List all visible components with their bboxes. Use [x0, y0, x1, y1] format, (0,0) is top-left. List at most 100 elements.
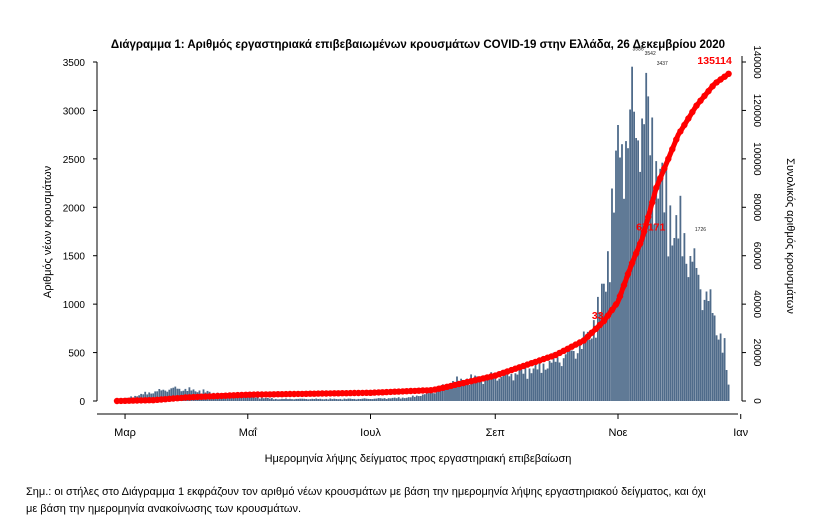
bar [379, 398, 382, 401]
bar [164, 390, 167, 401]
y-left-tick-label: 3500 [63, 58, 86, 69]
bar [434, 393, 436, 401]
bar [534, 364, 537, 401]
y-left-tick-label: 3000 [63, 106, 86, 117]
bar [532, 368, 535, 401]
bar [691, 261, 694, 401]
bar [393, 397, 396, 401]
bar [238, 395, 241, 401]
bar [478, 380, 481, 401]
bars-group [116, 66, 730, 402]
bar [315, 398, 318, 401]
bar [454, 384, 456, 401]
bar-value-label: 3542 [645, 51, 656, 57]
bar [697, 274, 700, 401]
bar [550, 362, 553, 401]
y-left-tick-label: 0 [79, 397, 85, 408]
bar [293, 399, 295, 401]
bar [665, 162, 668, 401]
bar [381, 398, 384, 401]
bar [540, 372, 543, 401]
cumulative-point [725, 70, 732, 78]
bar [623, 198, 625, 401]
bar [305, 399, 307, 401]
cumulative-point [628, 259, 636, 267]
bar [345, 399, 348, 401]
bar [524, 365, 527, 401]
bar [417, 396, 420, 401]
bar [653, 224, 656, 401]
bar [667, 256, 670, 401]
bar [174, 386, 177, 401]
bar [335, 399, 338, 401]
bar [425, 392, 428, 401]
bar [709, 289, 712, 401]
bar [512, 380, 515, 401]
bar [568, 347, 571, 401]
y-right-tick-label: 140000 [751, 45, 762, 79]
y-left-tick-label: 2500 [63, 155, 86, 166]
bar [554, 361, 557, 401]
bar [273, 399, 275, 401]
bar [641, 118, 643, 401]
bar [299, 398, 301, 401]
y-right-tick-label: 80000 [751, 193, 762, 221]
bar [472, 380, 474, 401]
bar [558, 362, 561, 401]
bar [621, 144, 623, 401]
bar [415, 395, 418, 401]
bar-value-label: 1726 [695, 227, 706, 233]
bar [637, 140, 639, 401]
curve-annotation: 135114 [697, 55, 732, 67]
cumulative-point [661, 165, 668, 172]
bar [715, 335, 718, 401]
bar [725, 370, 728, 401]
bar [631, 66, 633, 401]
bar [609, 282, 611, 401]
bar [407, 397, 410, 401]
bar [721, 352, 724, 401]
bar [601, 283, 603, 401]
cumulative-point [608, 306, 616, 314]
bar [687, 277, 690, 401]
bar [170, 388, 173, 401]
cumulative-point [624, 270, 632, 278]
bar [263, 398, 265, 401]
bar [476, 376, 478, 401]
bar [617, 125, 619, 401]
bar [514, 373, 517, 401]
bar [162, 389, 165, 401]
bar [522, 373, 525, 401]
cumulative-point [705, 87, 712, 95]
footnote-line-1: Σημ.: οι στήλες στο Διάγραμμα 1 εκφράζου… [26, 486, 706, 498]
bar [695, 268, 698, 401]
bar [399, 398, 402, 401]
bar [615, 150, 617, 401]
cumulative-point [701, 92, 708, 100]
cumulative-point [677, 128, 684, 135]
bar [713, 315, 716, 401]
bar [576, 353, 579, 401]
bar [351, 399, 354, 401]
y-left-tick-label: 1000 [63, 300, 86, 311]
bar [403, 398, 406, 401]
bar [248, 397, 251, 401]
bar [572, 351, 575, 401]
bar [285, 398, 287, 401]
bar [331, 399, 334, 401]
cumulative-point [697, 97, 704, 104]
bar [391, 397, 394, 401]
bar [343, 398, 346, 401]
bar [259, 398, 261, 401]
chart-title: Διάγραμμα 1: Αριθμός εργαστηριακά επιβεβ… [111, 39, 725, 51]
bar [289, 398, 291, 401]
bar [369, 399, 372, 401]
bar [261, 397, 263, 401]
bar [452, 381, 454, 401]
bar [470, 374, 472, 401]
bar [560, 366, 563, 401]
bar [546, 368, 549, 401]
cumulative-point [709, 83, 716, 90]
y-right-tick-label: 40000 [751, 290, 762, 318]
